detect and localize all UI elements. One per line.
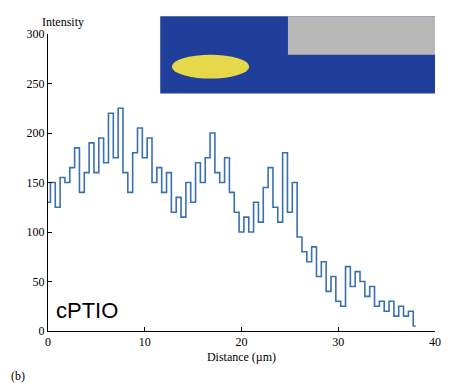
svg-text:cPTIO: cPTIO — [56, 298, 118, 323]
svg-text:50: 50 — [33, 275, 45, 289]
svg-text:0: 0 — [39, 324, 45, 338]
svg-text:250: 250 — [27, 77, 45, 91]
svg-text:Distance (µm): Distance (µm) — [207, 350, 276, 364]
svg-text:150: 150 — [27, 176, 45, 190]
svg-text:100: 100 — [27, 225, 45, 239]
svg-text:20: 20 — [236, 335, 248, 349]
svg-text:0: 0 — [45, 335, 51, 349]
svg-text:30: 30 — [332, 335, 344, 349]
svg-text:200: 200 — [27, 126, 45, 140]
svg-text:300: 300 — [27, 27, 45, 41]
svg-text:10: 10 — [139, 335, 151, 349]
svg-text:(b): (b) — [11, 369, 25, 383]
svg-text:Intensity: Intensity — [42, 15, 84, 29]
svg-text:40: 40 — [429, 335, 441, 349]
